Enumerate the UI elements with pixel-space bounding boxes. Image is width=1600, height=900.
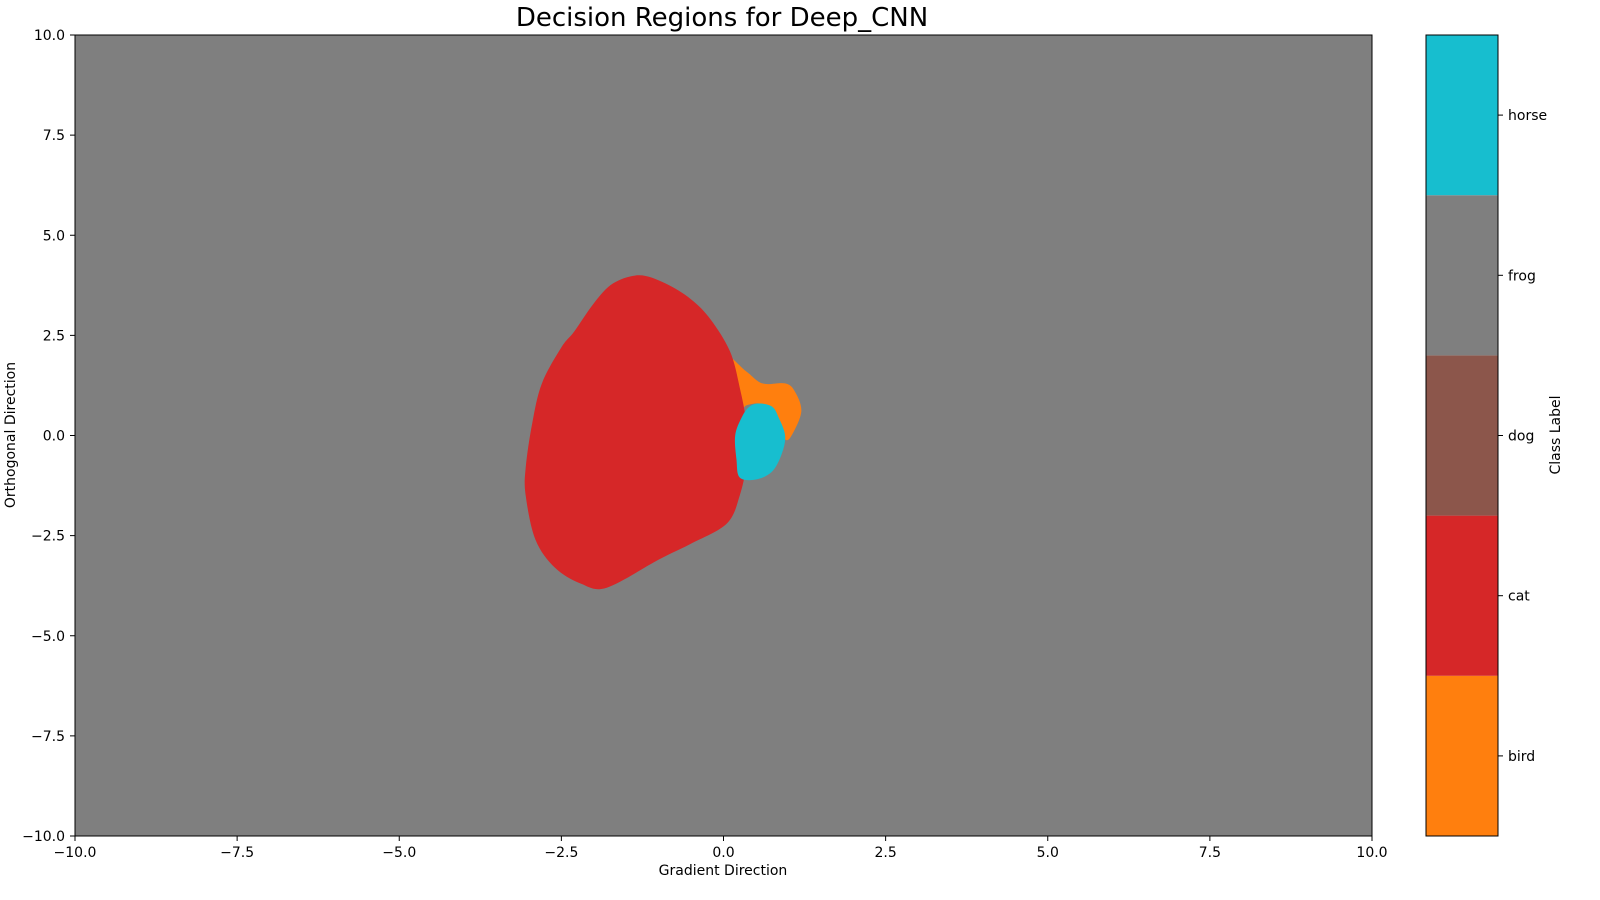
x-tick-label: 2.5 xyxy=(874,845,896,861)
y-tick-label: 10.0 xyxy=(34,28,65,44)
bird-region xyxy=(723,353,802,441)
colorbar-label: Class Label xyxy=(1548,395,1564,474)
colorbar: bird cat dog frog horse xyxy=(1425,34,1547,837)
x-axis-label: Gradient Direction xyxy=(659,863,788,879)
colorbar-tick-label: frog xyxy=(1508,268,1536,284)
y-tick-label: 5.0 xyxy=(43,228,65,244)
y-tick-label: −5.0 xyxy=(31,629,65,645)
x-axis: −10.0 −7.5 −5.0 −2.5 0.0 2.5 5.0 7.5 10.0 xyxy=(54,836,1388,861)
colorbar-tick-label: dog xyxy=(1508,429,1534,445)
cat-region xyxy=(524,275,748,590)
colorbar-segment-dog xyxy=(1426,355,1498,516)
y-tick-label: −7.5 xyxy=(31,729,65,745)
y-axis: −10.0 −7.5 −5.0 −2.5 0.0 2.5 5.0 7.5 10.0 xyxy=(22,28,75,845)
y-tick-label: 0.0 xyxy=(43,429,65,445)
x-tick-label: −5.0 xyxy=(382,845,416,861)
x-tick-label: 5.0 xyxy=(1037,845,1059,861)
x-tick-label: −7.5 xyxy=(220,845,254,861)
y-tick-label: 7.5 xyxy=(43,128,65,144)
x-tick-label: 0.0 xyxy=(712,845,734,861)
colorbar-segment-frog xyxy=(1426,195,1498,356)
horse-region xyxy=(734,403,786,481)
colorbar-segment-horse xyxy=(1426,35,1498,196)
x-tick-label: −2.5 xyxy=(544,845,578,861)
y-tick-label: −2.5 xyxy=(31,529,65,545)
colorbar-tick-label: horse xyxy=(1508,108,1547,124)
y-axis-label: Orthogonal Direction xyxy=(3,362,19,508)
colorbar-frame xyxy=(1425,34,1499,837)
x-tick-label: −10.0 xyxy=(54,845,97,861)
colorbar-tick-label: cat xyxy=(1508,589,1530,605)
x-tick-label: 10.0 xyxy=(1356,845,1387,861)
colorbar-segment-cat xyxy=(1426,515,1498,676)
chart-title: Decision Regions for Deep_CNN xyxy=(516,3,928,33)
y-tick-label: 2.5 xyxy=(43,328,65,344)
x-tick-label: 7.5 xyxy=(1199,845,1221,861)
colorbar-tick-label: bird xyxy=(1508,749,1535,765)
decision-regions xyxy=(524,275,802,590)
y-tick-label: −10.0 xyxy=(22,829,65,845)
colorbar-segment-bird xyxy=(1426,675,1498,836)
